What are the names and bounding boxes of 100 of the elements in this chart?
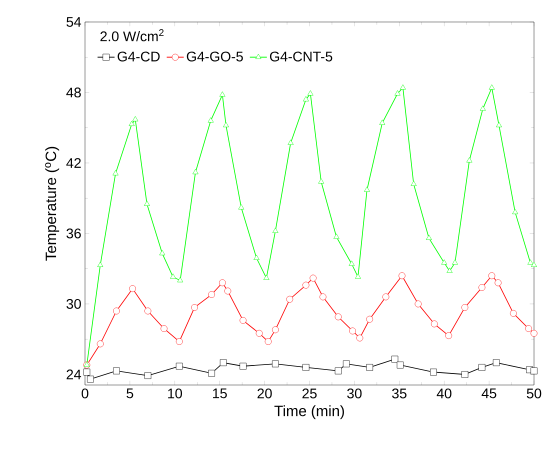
point [531,262,537,267]
annotation: 2.0 W/cm$^{2}$ [100,29,164,42]
point [132,116,138,122]
point [364,186,370,192]
x-tick-label: 30 [347,388,362,398]
y-tick-label: 42 [66,158,81,168]
y-tick-label: 48 [66,88,81,98]
point [466,157,472,162]
point [272,360,279,368]
point [223,122,229,128]
point [342,360,350,368]
legend-label: G4-CD [118,52,160,62]
point [113,308,120,314]
point [320,294,326,300]
y-tick-label: 54 [66,17,82,27]
x-tick-label: 35 [392,388,406,398]
x-tick-label: 15 [213,388,227,398]
point [160,325,168,332]
y-tick-label: 24 [66,370,82,380]
point [414,300,422,308]
point [379,120,386,125]
legend-label: G4-CNT-5 [270,52,332,62]
point [530,368,538,374]
x-tick-label: 50 [526,388,542,398]
point [318,178,324,184]
point [170,274,176,279]
point [452,259,458,265]
point [480,106,486,111]
point [177,277,184,282]
point [488,84,495,90]
point [83,368,90,376]
point [355,274,361,279]
point [87,376,94,383]
point [159,250,166,256]
point [176,338,183,345]
point [96,340,104,348]
legend-label: G4-GO-5 [186,52,243,62]
point [525,325,532,332]
point [478,364,486,371]
point [144,200,150,206]
point [264,338,272,345]
point [286,296,294,303]
x-tick-label: 25 [302,388,317,398]
point [396,362,404,368]
point [441,259,448,265]
point [208,370,216,377]
point [400,84,406,90]
x-tick-label: 20 [258,388,272,398]
point [224,288,232,294]
point [430,320,438,328]
point [333,234,340,239]
point [430,368,437,376]
point [391,356,398,363]
point [366,364,374,371]
point [356,334,364,342]
point [256,330,263,337]
point [113,368,120,374]
point [302,282,310,289]
point [527,259,534,265]
point [398,272,406,280]
point [176,362,183,370]
point [208,117,214,122]
point [128,120,135,126]
point [302,96,309,102]
point [240,362,246,370]
point [394,90,400,96]
point [478,284,486,291]
point [240,317,246,324]
point [238,204,244,210]
point [530,330,538,337]
point [488,272,496,280]
point [288,140,294,145]
x-tick-label: 5 [126,388,134,398]
y-axis-title: Temperature ($^{o}$C) [45,146,60,261]
point [445,332,452,340]
point [334,313,342,320]
point [461,304,468,311]
point [349,328,356,334]
point [272,326,279,334]
point [307,90,314,96]
point [510,310,517,317]
point [310,274,316,282]
point [382,294,390,300]
point [494,279,502,286]
x-tick-label: 10 [168,388,182,398]
point [254,254,260,260]
point [208,291,216,298]
point [410,180,417,186]
point [334,368,342,374]
point [492,359,500,366]
point [219,279,226,286]
x-axis-title: Time (min) [274,405,344,420]
point [219,91,226,97]
y-tick-label: 36 [66,228,81,238]
y-tick-label: 30 [66,298,81,309]
point [129,285,136,292]
point [426,234,432,240]
point [366,316,374,323]
point [348,260,355,266]
point [192,168,198,174]
